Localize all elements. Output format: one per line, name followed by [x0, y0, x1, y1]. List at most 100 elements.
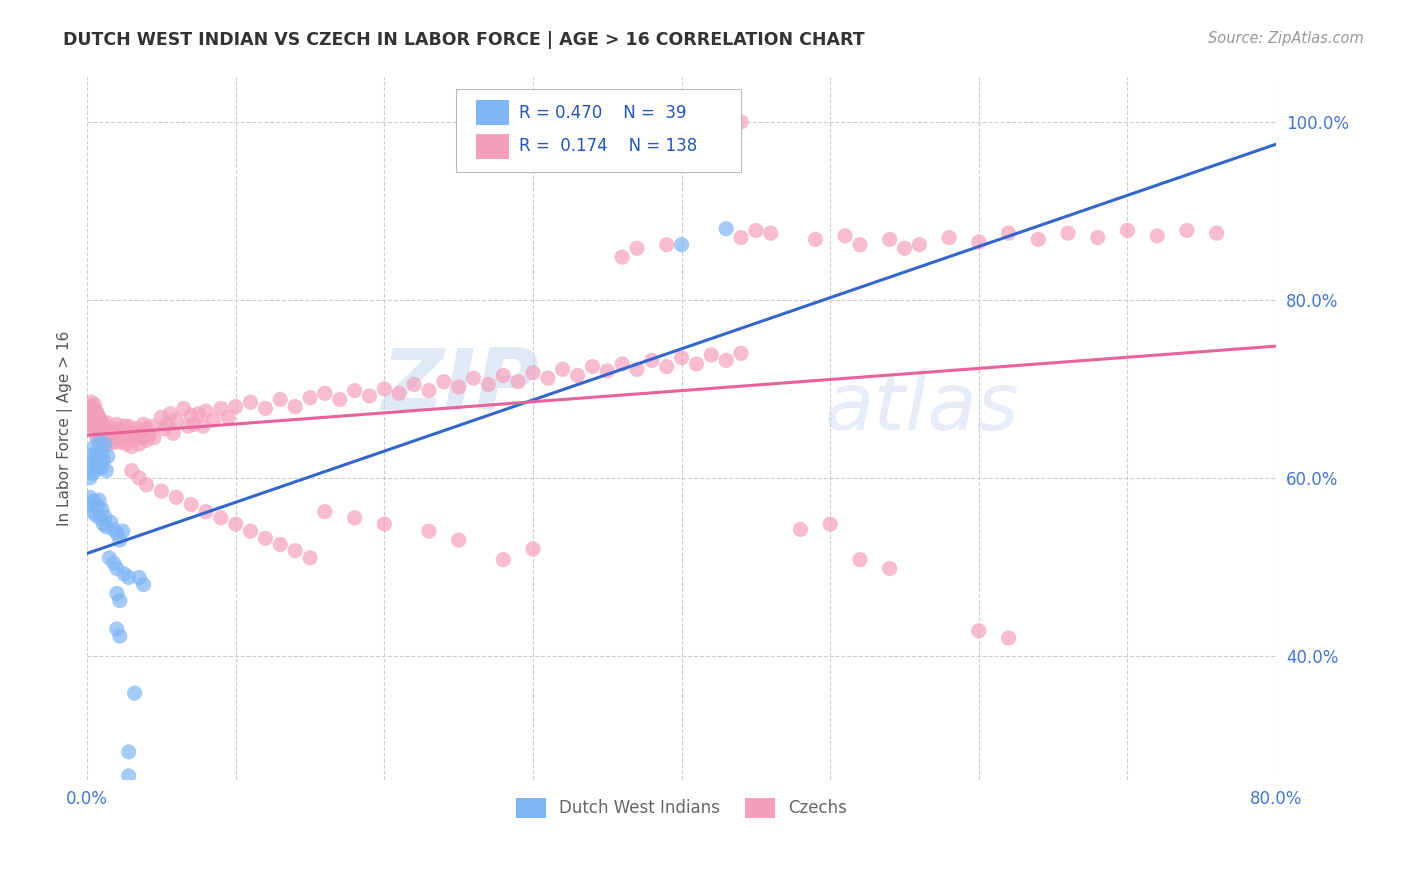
Point: [86, 407, 108, 421]
Point: [879, 561, 901, 575]
Point: [79, 409, 101, 423]
Point: [551, 362, 574, 376]
Point: [90, 428, 112, 442]
Point: [112, 566, 135, 581]
Point: [86, 500, 108, 514]
FancyBboxPatch shape: [456, 89, 741, 172]
Point: [105, 561, 128, 575]
Point: [447, 380, 470, 394]
Point: [80, 417, 103, 432]
Point: [96, 416, 118, 430]
Point: [492, 552, 515, 566]
Point: [714, 221, 737, 235]
Point: [135, 422, 157, 436]
Point: [714, 353, 737, 368]
Point: [80, 449, 103, 463]
Point: [359, 389, 381, 403]
Point: [908, 237, 931, 252]
Point: [132, 431, 155, 445]
Point: [150, 484, 173, 499]
Point: [114, 437, 136, 451]
Point: [121, 426, 143, 441]
Point: [477, 377, 499, 392]
Point: [80, 462, 103, 476]
Point: [100, 516, 122, 530]
Point: [128, 437, 150, 451]
Text: DUTCH WEST INDIAN VS CZECH IN LABOR FORCE | AGE > 16 CORRELATION CHART: DUTCH WEST INDIAN VS CZECH IN LABOR FORC…: [63, 31, 865, 49]
Point: [83, 494, 105, 508]
Y-axis label: In Labor Force | Age > 16: In Labor Force | Age > 16: [58, 331, 73, 526]
Point: [298, 550, 321, 565]
Point: [90, 444, 112, 458]
Point: [128, 570, 150, 584]
Point: [165, 491, 187, 505]
Point: [129, 426, 152, 441]
Point: [804, 232, 827, 246]
FancyBboxPatch shape: [475, 100, 509, 125]
Point: [655, 237, 678, 252]
Point: [730, 346, 752, 360]
Point: [433, 375, 456, 389]
Point: [83, 398, 105, 412]
Point: [104, 435, 127, 450]
Point: [893, 241, 915, 255]
Point: [671, 351, 693, 365]
Point: [79, 400, 101, 414]
Point: [1087, 230, 1109, 244]
Point: [522, 366, 544, 380]
Point: [86, 451, 108, 466]
Point: [82, 467, 104, 481]
Point: [89, 426, 111, 441]
Point: [132, 417, 155, 432]
Point: [314, 386, 336, 401]
Point: [298, 391, 321, 405]
Point: [90, 460, 112, 475]
Point: [80, 498, 103, 512]
Point: [93, 431, 115, 445]
Point: [115, 426, 138, 441]
Point: [162, 426, 184, 441]
Point: [1057, 226, 1080, 240]
Point: [96, 520, 118, 534]
Text: R = 0.470    N =  39: R = 0.470 N = 39: [519, 103, 686, 121]
Point: [209, 401, 232, 416]
Point: [132, 577, 155, 591]
Point: [111, 524, 134, 538]
Point: [87, 493, 110, 508]
Point: [343, 384, 366, 398]
Point: [112, 431, 135, 445]
Point: [506, 375, 529, 389]
Point: [314, 505, 336, 519]
Point: [1146, 228, 1168, 243]
Point: [110, 435, 132, 450]
Point: [685, 357, 707, 371]
Point: [194, 505, 217, 519]
Point: [329, 392, 352, 407]
Point: [209, 511, 232, 525]
Point: [626, 241, 648, 255]
Point: [90, 416, 112, 430]
Point: [641, 353, 664, 368]
Point: [150, 410, 173, 425]
Point: [180, 409, 202, 423]
Point: [83, 410, 105, 425]
Point: [997, 631, 1019, 645]
Point: [100, 431, 122, 445]
Point: [730, 230, 752, 244]
Point: [581, 359, 603, 374]
Point: [177, 419, 200, 434]
Point: [82, 505, 104, 519]
Point: [834, 228, 856, 243]
Point: [239, 395, 262, 409]
Point: [938, 230, 960, 244]
Point: [141, 419, 163, 434]
Point: [159, 407, 181, 421]
Point: [254, 401, 277, 416]
Point: [537, 371, 560, 385]
Point: [98, 426, 121, 441]
Point: [87, 435, 110, 450]
Point: [89, 413, 111, 427]
Point: [284, 543, 307, 558]
Point: [194, 404, 217, 418]
Point: [94, 422, 117, 436]
